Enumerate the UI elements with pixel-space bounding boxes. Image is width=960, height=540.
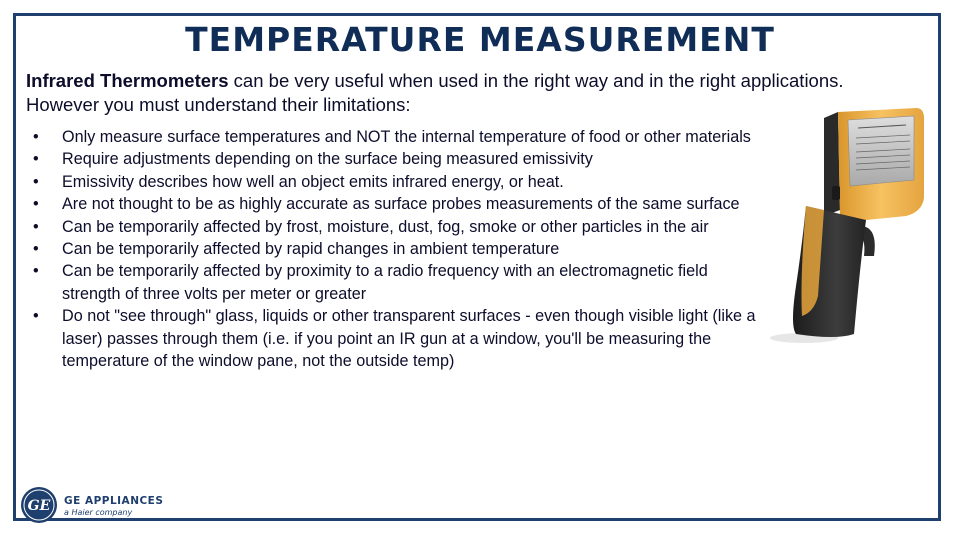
bullet-icon: •: [33, 172, 39, 191]
bullet-icon: •: [33, 195, 39, 214]
bullet-text: Emissivity describes how well an object …: [62, 172, 564, 191]
brand-tagline: a Haier company: [64, 508, 133, 517]
brand-name: GE APPLIANCES: [64, 495, 164, 507]
bullet-text: Only measure surface temperatures and NO…: [62, 128, 751, 146]
slide-title: TEMPERATURE MEASUREMENT: [185, 20, 775, 59]
ge-logo-icon: GE: [21, 487, 57, 523]
bullet-icon: •: [33, 217, 39, 236]
ge-logo-text: GE: [28, 498, 51, 514]
infrared-thermometer-image: [770, 108, 924, 343]
bullet-icon: •: [33, 128, 39, 146]
slide-frame: [13, 13, 941, 521]
list-item: • Only measure surface temperatures and N…: [33, 126, 763, 148]
list-item: • Emissivity describes how well an object…: [33, 171, 763, 193]
list-item: • Can be temporarily affected by proximit…: [33, 260, 763, 305]
intro-paragraph: Infrared Thermometers can be very useful…: [26, 69, 856, 117]
bullet-icon: •: [33, 240, 39, 259]
brand-block: GE APPLIANCES a Haier company: [64, 495, 163, 517]
bullet-icon: •: [33, 150, 39, 169]
bullet-icon: •: [33, 262, 39, 281]
intro-text: can be very useful when used in the righ…: [26, 70, 844, 115]
bullet-text: Can be temporarily affected by proximity…: [62, 262, 708, 303]
list-item: • Require adjustments depending on the su…: [33, 148, 763, 170]
bullet-text: Require adjustments depending on the sur…: [62, 150, 593, 169]
limitations-list: • Only measure surface temperatures and N…: [33, 126, 763, 372]
bullet-text: Can be temporarily affected by frost, mo…: [62, 217, 709, 236]
bullet-text: Do not "see through" glass, liquids or o…: [62, 307, 756, 371]
bullet-icon: •: [33, 307, 39, 326]
list-item: • Do not "see through" glass, liquids or …: [33, 305, 763, 372]
intro-bold: Infrared Thermometers: [26, 70, 229, 91]
bullet-text: Are not thought to be as highly accurate…: [62, 195, 740, 214]
list-item: • Can be temporarily affected by rapid ch…: [33, 238, 763, 260]
list-item: • Can be temporarily affected by frost, m…: [33, 216, 763, 238]
bullet-text: Can be temporarily affected by rapid cha…: [62, 240, 560, 259]
list-item: • Are not thought to be as highly accurat…: [33, 193, 763, 215]
